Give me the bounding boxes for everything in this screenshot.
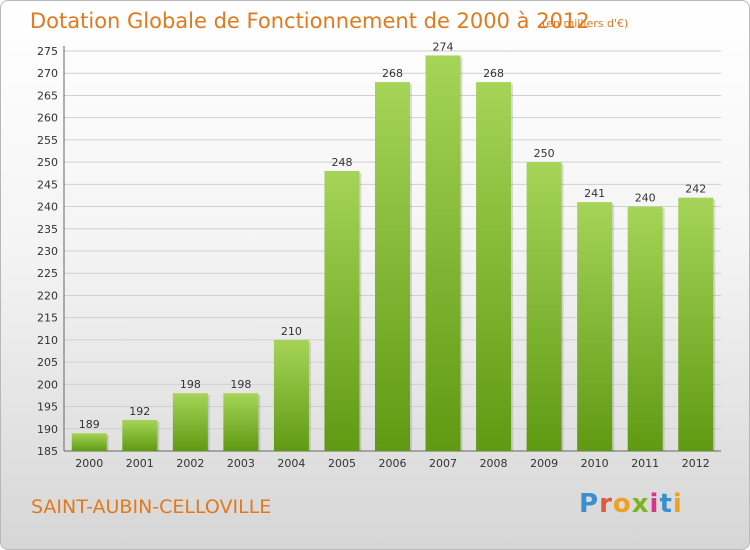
commune-name: SAINT-AUBIN-CELLOVILLE xyxy=(31,496,272,518)
y-tick-label: 250 xyxy=(37,156,58,169)
y-tick-label: 190 xyxy=(37,423,58,436)
y-tick-label: 225 xyxy=(37,267,58,280)
bar-2011 xyxy=(627,206,663,451)
y-tick-label: 215 xyxy=(37,312,58,325)
x-tick-label: 2001 xyxy=(126,457,154,470)
y-tick-label: 230 xyxy=(37,245,58,258)
x-tick-label: 2008 xyxy=(480,457,508,470)
bar-2012 xyxy=(678,197,714,451)
x-tick-label: 2004 xyxy=(277,457,305,470)
chart-subtitle: (en milliers d'€) xyxy=(542,17,629,30)
x-tick-label: 2009 xyxy=(530,457,558,470)
bar-2010 xyxy=(577,202,613,451)
bar-2004 xyxy=(273,339,309,451)
y-tick-label: 200 xyxy=(37,378,58,391)
y-tick-label: 185 xyxy=(37,445,58,458)
x-tick-label: 2002 xyxy=(176,457,204,470)
data-label: 268 xyxy=(483,67,504,80)
x-tick-label: 2007 xyxy=(429,457,457,470)
x-tick-label: 2003 xyxy=(227,457,255,470)
bar-2003 xyxy=(223,393,259,451)
x-tick-label: 2006 xyxy=(379,457,407,470)
data-label: 240 xyxy=(635,192,656,205)
data-label: 268 xyxy=(382,67,403,80)
data-label: 248 xyxy=(331,156,352,169)
data-label: 210 xyxy=(281,325,302,338)
y-tick-label: 265 xyxy=(37,89,58,102)
x-tick-label: 2010 xyxy=(581,457,609,470)
proxiti-logo[interactable]: Proxiti xyxy=(579,489,683,519)
bar-2008 xyxy=(476,82,512,451)
bar-2009 xyxy=(526,162,562,451)
data-label: 198 xyxy=(230,378,251,391)
data-label: 192 xyxy=(129,405,150,418)
bar-2005 xyxy=(324,171,360,451)
data-label: 242 xyxy=(685,183,706,196)
y-tick-label: 255 xyxy=(37,134,58,147)
data-label: 250 xyxy=(534,147,555,160)
y-tick-label: 220 xyxy=(37,289,58,302)
bar-2002 xyxy=(172,393,208,451)
x-tick-label: 2000 xyxy=(75,457,103,470)
chart-title: Dotation Globale de Fonctionnement de 20… xyxy=(30,9,590,33)
x-tick-label: 2005 xyxy=(328,457,356,470)
x-tick-label: 2012 xyxy=(682,457,710,470)
bar-2006 xyxy=(375,82,410,451)
y-tick-label: 235 xyxy=(37,223,58,236)
y-tick-label: 245 xyxy=(37,178,58,191)
y-tick-label: 240 xyxy=(37,201,58,214)
bar-2000 xyxy=(71,433,107,451)
y-tick-label: 275 xyxy=(37,45,58,58)
y-tick-label: 195 xyxy=(37,401,58,414)
y-tick-label: 270 xyxy=(37,67,58,80)
y-tick-label: 205 xyxy=(37,356,58,369)
data-label: 189 xyxy=(79,418,100,431)
y-tick-label: 260 xyxy=(37,112,58,125)
data-label: 274 xyxy=(433,40,454,53)
bar-2001 xyxy=(122,419,158,451)
y-tick-label: 210 xyxy=(37,334,58,347)
x-tick-label: 2011 xyxy=(631,457,659,470)
data-label: 198 xyxy=(180,378,201,391)
data-label: 241 xyxy=(584,187,605,200)
bar-2007 xyxy=(425,55,461,451)
